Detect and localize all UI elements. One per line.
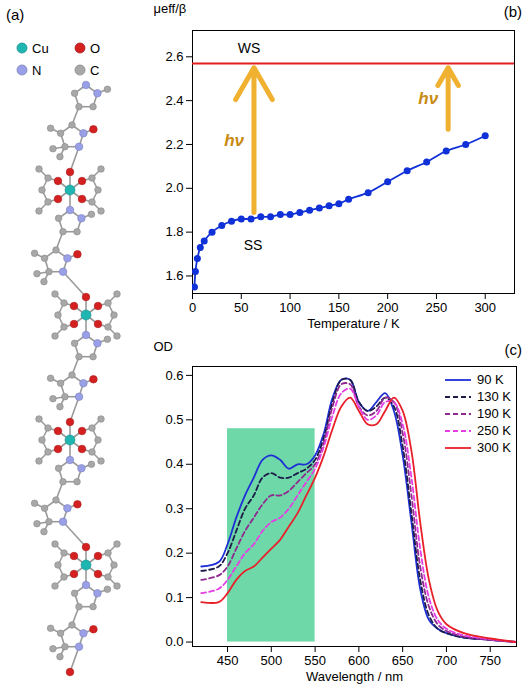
svg-text:2.4: 2.4 bbox=[165, 93, 183, 108]
svg-text:(a): (a) bbox=[6, 6, 24, 23]
svg-text:Cu: Cu bbox=[32, 41, 49, 56]
svg-text:1.8: 1.8 bbox=[165, 224, 183, 239]
html-text:(b): (b) bbox=[503, 3, 522, 20]
html-text:130 K: 130 K bbox=[477, 389, 511, 404]
html-text:190 K: 190 K bbox=[477, 406, 511, 421]
svg-text:0.3: 0.3 bbox=[165, 501, 183, 516]
svg-text:0.5: 0.5 bbox=[165, 412, 183, 427]
html-text:300 K: 300 K bbox=[477, 440, 511, 455]
svg-text:0: 0 bbox=[189, 300, 196, 315]
svg-text:2.6: 2.6 bbox=[165, 49, 183, 64]
svg-text:WS: WS bbox=[238, 40, 261, 56]
svg-text:O: O bbox=[90, 41, 100, 56]
svg-text:hν: hν bbox=[224, 131, 244, 150]
svg-text:650: 650 bbox=[392, 653, 414, 668]
svg-text:50: 50 bbox=[234, 300, 248, 315]
svg-text:550: 550 bbox=[304, 653, 326, 668]
svg-text:SS: SS bbox=[244, 237, 263, 253]
svg-text:1.6: 1.6 bbox=[165, 268, 183, 283]
svg-text:700: 700 bbox=[436, 653, 458, 668]
svg-text:0.0: 0.0 bbox=[165, 634, 183, 649]
svg-text:300: 300 bbox=[474, 300, 496, 315]
svg-text:100: 100 bbox=[279, 300, 301, 315]
svg-text:750: 750 bbox=[479, 653, 501, 668]
svg-text:C: C bbox=[90, 63, 99, 78]
svg-text:150: 150 bbox=[328, 300, 350, 315]
svg-text:200: 200 bbox=[377, 300, 399, 315]
svg-text:450: 450 bbox=[217, 653, 239, 668]
svg-text:N: N bbox=[32, 63, 41, 78]
svg-text:250: 250 bbox=[426, 300, 448, 315]
svg-text:0.6: 0.6 bbox=[165, 368, 183, 383]
svg-text:2.0: 2.0 bbox=[165, 180, 183, 195]
svg-text:μeff/β: μeff/β bbox=[154, 1, 187, 16]
svg-text:500: 500 bbox=[260, 653, 282, 668]
svg-text:Wavelength / nm: Wavelength / nm bbox=[306, 669, 403, 684]
svg-text:0.4: 0.4 bbox=[165, 456, 183, 471]
svg-text:2.2: 2.2 bbox=[165, 137, 183, 152]
svg-text:hν: hν bbox=[418, 89, 438, 108]
html-text:250 K: 250 K bbox=[477, 423, 511, 438]
svg-text:OD: OD bbox=[154, 339, 174, 354]
svg-text:Temperature / K: Temperature / K bbox=[307, 316, 400, 331]
html-text:90 K: 90 K bbox=[477, 372, 504, 387]
svg-text:0.1: 0.1 bbox=[165, 590, 183, 605]
html-text:(c): (c) bbox=[504, 341, 522, 358]
svg-text:600: 600 bbox=[348, 653, 370, 668]
svg-text:0.2: 0.2 bbox=[165, 545, 183, 560]
